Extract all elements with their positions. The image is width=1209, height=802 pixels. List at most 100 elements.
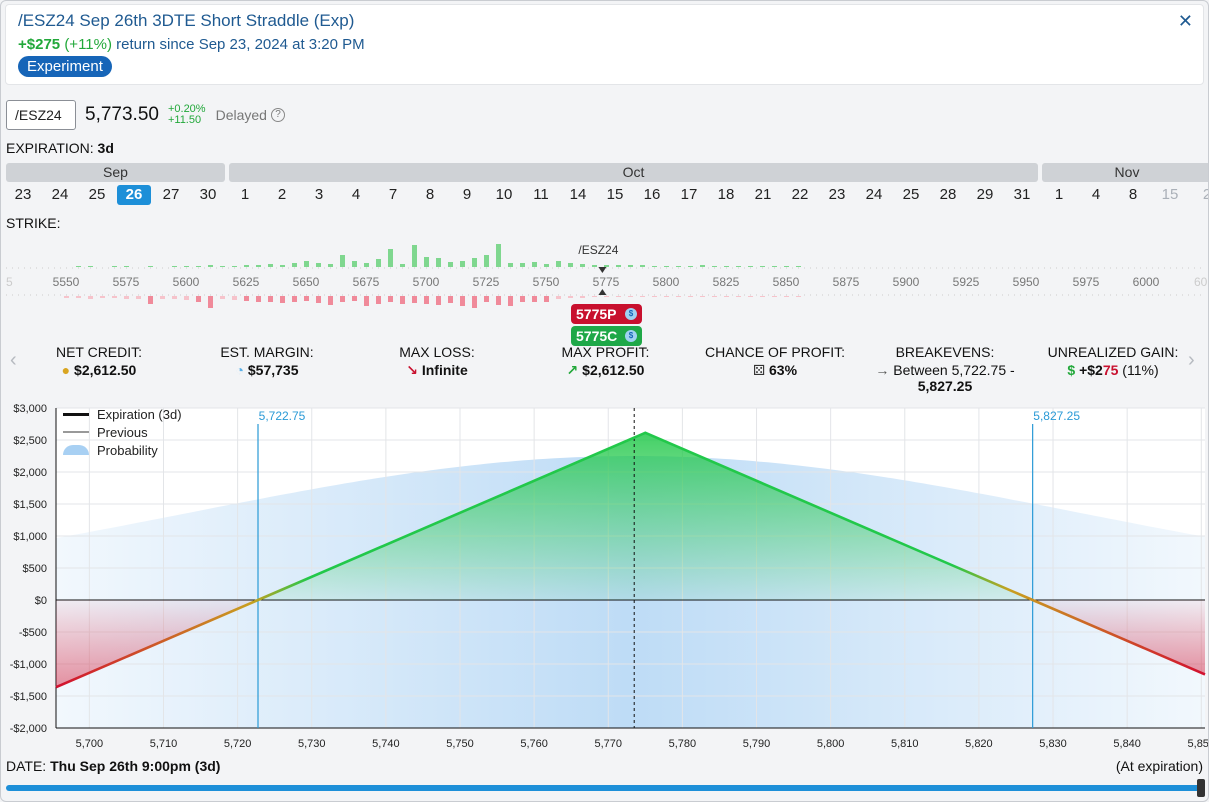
delayed-indicator[interactable]: Delayed ? (216, 107, 285, 123)
close-icon[interactable]: ✕ (1177, 11, 1193, 31)
chevron-right-icon[interactable]: › (1188, 349, 1195, 371)
expiration-day[interactable]: 8 (1128, 186, 1138, 203)
expiration-day[interactable]: 30 (199, 186, 217, 203)
legend-item-previous[interactable]: Previous (63, 423, 182, 441)
chevron-left-icon[interactable]: ‹ (10, 349, 17, 371)
symbol-input[interactable]: /ESZ24 (6, 99, 76, 130)
return-pct: (+11%) (64, 36, 112, 53)
call-volume-bar (244, 265, 249, 267)
expiration-day[interactable]: 21 (754, 186, 772, 203)
page-title: /ESZ24 Sep 26th 3DTE Short Straddle (Exp… (18, 11, 355, 30)
expiration-day[interactable]: 9 (462, 186, 472, 203)
coins-icon: ● (61, 362, 71, 378)
expiration-day[interactable]: 7 (388, 186, 398, 203)
expiration-day[interactable]: 18 (717, 186, 735, 203)
expiration-day[interactable]: 8 (425, 186, 435, 203)
change-abs: +11.50 (167, 113, 202, 126)
put-volume-bar (748, 296, 753, 297)
net-credit-stat: NET CREDIT: ● $2,612.50 (53, 344, 145, 378)
expiration-day[interactable]: 24 (51, 186, 69, 203)
expiration-payoff-line[interactable] (55, 431, 1206, 689)
unrealized-prefix: +$2 (1079, 362, 1103, 378)
max-profit-stat: MAX PROFIT: ↗ $2,612.50 (557, 344, 654, 379)
expiration-day[interactable]: 2 (277, 186, 287, 203)
put-volume-bar (556, 296, 561, 299)
expiration-day[interactable]: 1 (240, 186, 250, 203)
date-slider-track[interactable] (6, 785, 1202, 791)
expiration-day[interactable]: 1 (1054, 186, 1064, 203)
strike-ladder[interactable]: 5550 5575 5600 5625 5650 5675 5700 5725 5750 5775… (1, 233, 1209, 323)
x-tick-label: 5,750 (446, 738, 474, 750)
put-volume-bar (772, 296, 777, 297)
x-tick-label: 5,740 (372, 738, 400, 750)
call-volume-bar (796, 266, 801, 267)
put-volume-bar (340, 296, 345, 302)
date-slider-thumb[interactable] (1197, 779, 1205, 797)
expiration-day[interactable]: 24 (865, 186, 883, 203)
legend-item-probability[interactable]: Probability (63, 441, 182, 459)
expiration-day[interactable]: 27 (162, 186, 180, 203)
arrow-up-right-icon: ↗ (566, 362, 579, 378)
expiration-day[interactable]: 10 (495, 186, 513, 203)
expiration-day[interactable]: 4 (1091, 186, 1101, 203)
expiration-day[interactable]: 23 (828, 186, 846, 203)
put-volume-bar (688, 296, 693, 297)
stat-value: ◔ $57,735 (215, 362, 319, 378)
call-volume-bar (148, 266, 153, 267)
expiration-day[interactable]: 25 (902, 186, 920, 203)
put-volume-bar (604, 296, 609, 297)
help-icon[interactable]: ? (270, 107, 285, 122)
expiration-day[interactable]: 29 (976, 186, 994, 203)
expiration-day[interactable]: 15 (606, 186, 624, 203)
call-volume-bar (400, 264, 405, 267)
expiration-day[interactable]: 22 (791, 186, 809, 203)
chart-legend: Expiration (3d) Previous Probability (63, 405, 182, 459)
experiment-badge[interactable]: Experiment (18, 56, 112, 77)
strike-tick-label: 5725 (473, 275, 500, 289)
strike-tick-label-edge: 5 (6, 275, 13, 289)
call-volume-bar (448, 262, 453, 267)
put-volume-bar (460, 296, 465, 306)
expiration-day[interactable]: 31 (1013, 186, 1031, 203)
call-volume-bar (508, 263, 513, 267)
profit-area (258, 432, 1033, 600)
put-volume-bar (580, 296, 585, 298)
expiration-day[interactable]: 28 (939, 186, 957, 203)
expiration-day[interactable]: 3 (314, 186, 324, 203)
put-volume-bar (88, 296, 93, 299)
expiration-day[interactable]: 14 (569, 186, 587, 203)
call-volume-bar (316, 263, 321, 267)
expiration-day[interactable]: 26 (117, 185, 151, 205)
pie-chart-icon: ◔ (235, 362, 244, 378)
expiration-day[interactable]: 15 (1161, 186, 1179, 203)
at-expiration-label: (At expiration) (1115, 758, 1203, 774)
put-volume-bar (196, 296, 201, 302)
expiration-day[interactable]: 2 (1190, 185, 1208, 205)
put-volume-bar (736, 296, 741, 297)
chance-stat: CHANCE OF PROFIT: ⚄ 63% (701, 344, 849, 379)
expiration-day[interactable]: 11 (533, 186, 549, 203)
expiration-day[interactable]: 25 (88, 186, 106, 203)
strike-tick-label: 5600 (173, 275, 200, 289)
put-leg-5775[interactable]: 5775P $ (571, 304, 642, 324)
legend-item-expiration[interactable]: Expiration (3d) (63, 405, 182, 423)
expiration-day[interactable]: 4 (351, 186, 361, 203)
put-volume-bar (532, 296, 537, 302)
call-volume-bar (676, 266, 681, 267)
expiration-day[interactable]: 23 (14, 186, 32, 203)
expiration-day[interactable]: 17 (680, 186, 698, 203)
call-leg-5775[interactable]: 5775C $ (571, 326, 642, 346)
strike-tick-label: 5850 (773, 275, 800, 289)
expiration-day[interactable]: 16 (643, 186, 661, 203)
chance-value: 63% (769, 362, 798, 378)
call-volume-bar (736, 266, 741, 267)
pnl-chart[interactable]: 5,700 5,710 5,720 5,730 5,740 5,750 5,760 5,770… (1, 398, 1209, 754)
underlying-marker-arrow-icon (598, 267, 607, 273)
coin-icon: $ (625, 308, 637, 320)
strike-tick-label-edge: 60 (1194, 275, 1208, 289)
legend-label: Probability (97, 442, 158, 458)
y-tick-label: -$2,000 (10, 723, 47, 735)
strike-tick-label: 5750 (533, 275, 560, 289)
put-volume-bar (508, 296, 513, 306)
